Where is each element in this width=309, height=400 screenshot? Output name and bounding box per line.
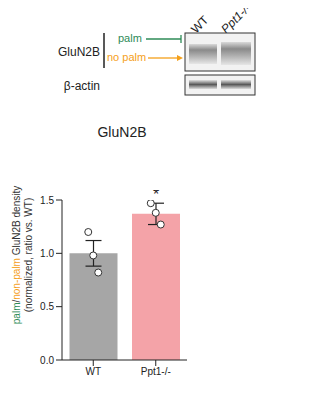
svg-text:0.5: 0.5 bbox=[40, 301, 54, 312]
svg-text:(normalized, ratio vs. WT): (normalized, ratio vs. WT) bbox=[23, 198, 34, 312]
svg-text:no palm: no palm bbox=[107, 51, 146, 63]
svg-text:1.5: 1.5 bbox=[40, 195, 54, 206]
svg-text:Ppt1-/-: Ppt1-/- bbox=[141, 366, 171, 377]
svg-text:Ppt1-/-: Ppt1-/- bbox=[218, 8, 253, 36]
svg-text:0.0: 0.0 bbox=[40, 355, 54, 366]
svg-text:palm/non-palm GluN2B density: palm/non-palm GluN2B density bbox=[11, 186, 22, 324]
svg-text:β-actin: β-actin bbox=[64, 79, 100, 93]
svg-text:1.0: 1.0 bbox=[40, 248, 54, 259]
svg-text:WT: WT bbox=[85, 366, 101, 377]
svg-text:WT: WT bbox=[188, 13, 212, 37]
html-text:GluN2B: GluN2B bbox=[97, 124, 147, 140]
svg-text:GluN2B: GluN2B bbox=[58, 45, 100, 59]
svg-text:palm: palm bbox=[118, 32, 142, 44]
svg-text:*: * bbox=[153, 190, 159, 203]
